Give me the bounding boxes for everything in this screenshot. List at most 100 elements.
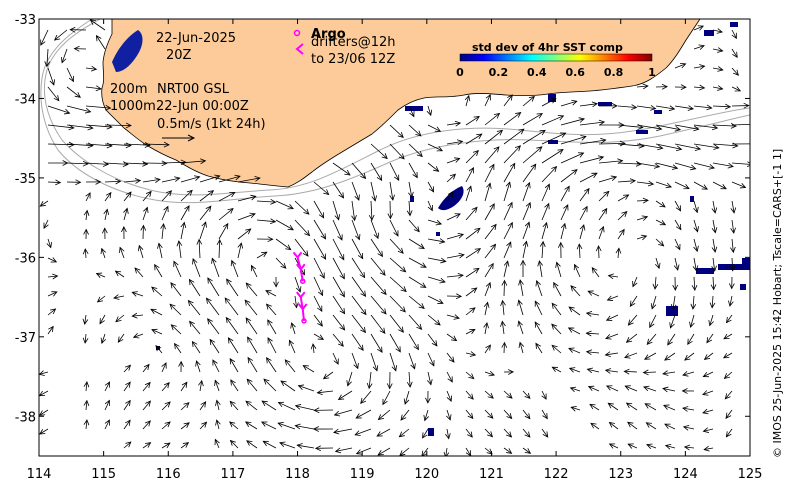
current-vector-head [607, 273, 614, 280]
current-vector-head [536, 146, 543, 153]
current-vector [256, 219, 276, 223]
current-vector [724, 371, 733, 379]
current-vector [61, 48, 68, 63]
current-vector-head [145, 442, 152, 448]
current-vector [351, 162, 366, 179]
current-vector-head [560, 132, 567, 138]
current-vector [605, 352, 619, 356]
current-vector [218, 175, 241, 183]
current-vector-head [320, 233, 327, 240]
current-vector-head [487, 392, 494, 399]
current-vector [651, 295, 657, 309]
current-vector [644, 403, 657, 411]
current-vector-head [725, 317, 732, 324]
current-vector-head [188, 278, 195, 286]
current-vector-head [400, 286, 407, 293]
current-vector-head [710, 284, 717, 291]
current-vector-head [200, 401, 207, 408]
current-vector [484, 113, 500, 126]
current-vector-head [422, 432, 428, 439]
current-vector [101, 248, 106, 259]
current-vector [123, 180, 141, 183]
current-vector [560, 152, 584, 164]
current-vector [161, 223, 164, 240]
current-vector-head [46, 241, 53, 249]
current-vector-head [75, 179, 82, 186]
current-vector-head [601, 207, 608, 215]
current-vector [674, 124, 699, 130]
current-vector-head [693, 226, 699, 233]
current-vector [154, 264, 163, 278]
current-vector [389, 124, 404, 138]
current-vector-head [551, 344, 558, 351]
current-vector-head [582, 205, 588, 213]
current-vector [207, 318, 220, 335]
current-vector [484, 428, 493, 437]
current-vector-head [227, 207, 234, 214]
current-vector [199, 401, 206, 411]
current-vector-head [227, 337, 234, 344]
current-vector-head [207, 277, 213, 284]
current-vector-head [683, 444, 691, 451]
current-vector [663, 404, 676, 411]
current-vector [263, 440, 277, 449]
current-vector [484, 390, 494, 399]
current-vector-head [151, 286, 158, 293]
current-vector [332, 257, 345, 279]
current-vector [408, 276, 427, 288]
current-vector-head [87, 142, 94, 149]
current-vector [209, 339, 220, 354]
current-vector-head [509, 162, 516, 169]
current-vector [123, 191, 132, 202]
current-vector [579, 139, 606, 145]
current-vector-head [211, 257, 217, 264]
current-vector-head [280, 262, 287, 269]
current-vector [655, 162, 678, 169]
current-vector [389, 219, 399, 237]
current-vector [427, 295, 444, 304]
current-vector-head [157, 242, 163, 249]
current-vector-head [379, 269, 386, 276]
current-vector-head [87, 124, 94, 131]
current-vector [297, 444, 315, 449]
current-vector-head [641, 215, 649, 221]
current-vector-head [619, 228, 625, 236]
colorbar-tick-label: 1 [648, 66, 656, 79]
current-vector-head [518, 341, 525, 348]
current-vector-head [296, 443, 303, 449]
current-vector-head [557, 149, 564, 155]
current-vector-head [664, 444, 672, 450]
current-vector [218, 208, 234, 221]
current-vector [712, 276, 715, 290]
current-vector-head [670, 304, 677, 311]
current-vector [96, 35, 106, 50]
current-vector [534, 321, 543, 335]
product-label: NRT00 GSL [157, 82, 230, 97]
current-vector-head [585, 330, 592, 337]
current-vector [693, 143, 719, 149]
current-vector-head [115, 316, 122, 323]
current-vector [598, 208, 608, 221]
current-vector [484, 146, 500, 164]
current-vector [351, 276, 366, 297]
current-vector-head [675, 205, 682, 212]
current-vector-head [542, 221, 549, 229]
current-vector-head [270, 218, 277, 225]
current-vector-head [339, 291, 345, 298]
current-vector [662, 371, 676, 375]
current-vector [590, 422, 600, 430]
current-vector [370, 276, 387, 295]
current-vector [142, 442, 151, 449]
current-vector [712, 48, 723, 52]
argo-legend-label: Argo [311, 27, 346, 42]
current-vector [245, 282, 258, 297]
current-vector [158, 243, 163, 259]
current-vector [465, 268, 480, 278]
current-vector [189, 321, 201, 335]
current-vector [224, 297, 239, 316]
current-vector [237, 195, 256, 202]
current-vector-head [207, 318, 213, 325]
current-vector-head [703, 354, 711, 360]
current-vector-head [163, 141, 170, 148]
current-vector-head [216, 238, 223, 246]
